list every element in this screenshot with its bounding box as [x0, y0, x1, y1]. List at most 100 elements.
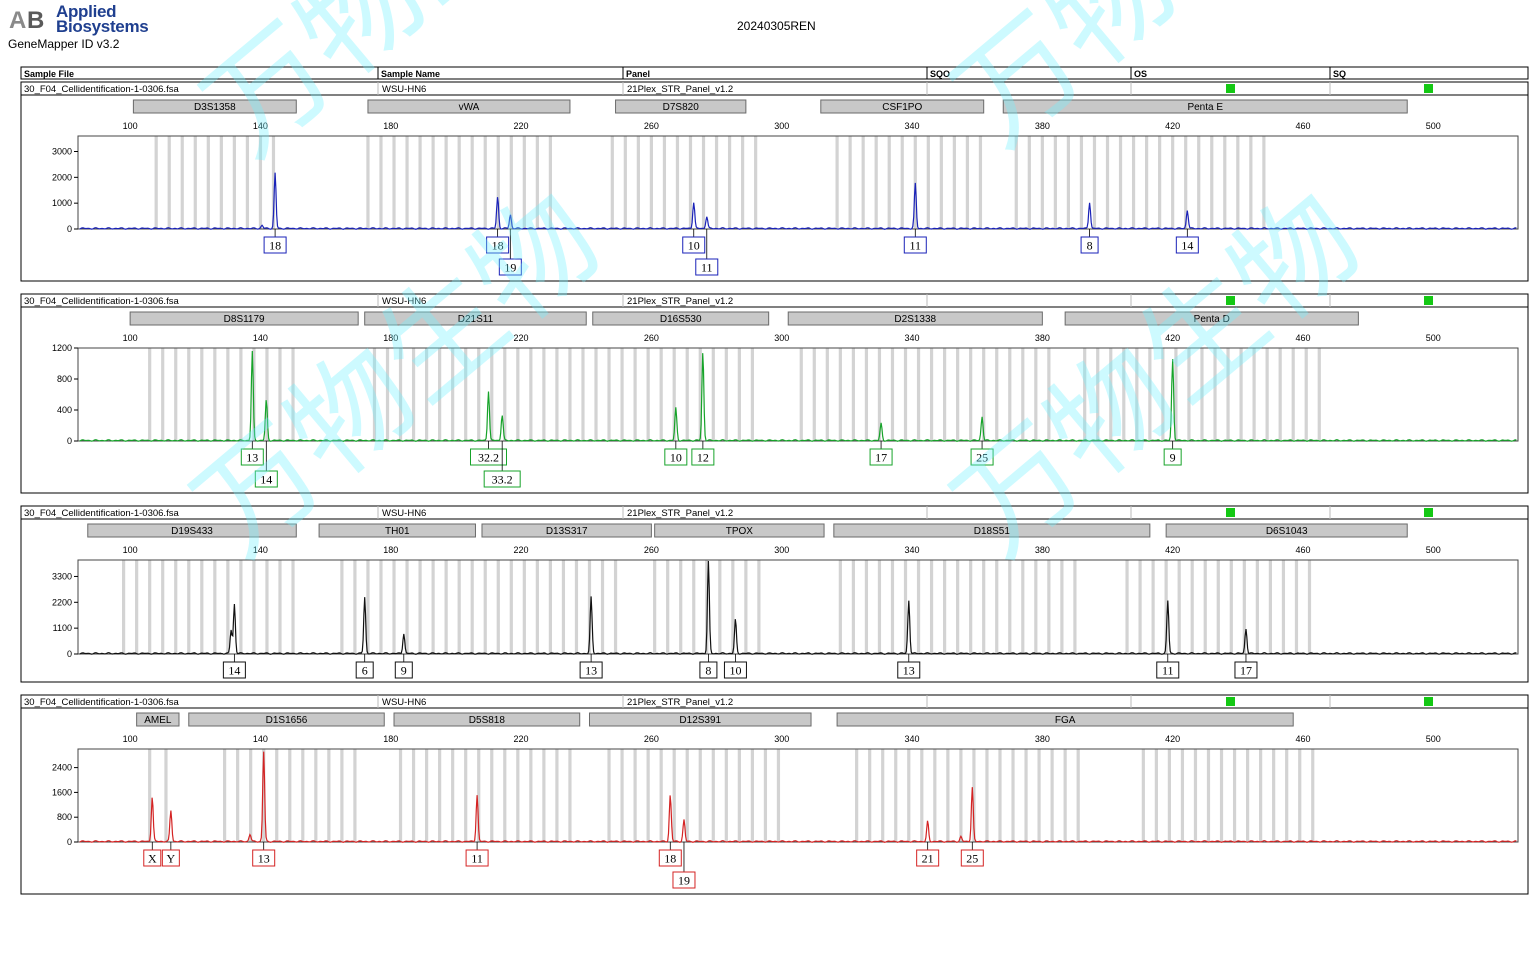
allele-call-box[interactable] [970, 448, 994, 466]
marker-bar[interactable] [129, 311, 359, 326]
allele-call-17[interactable]: 17 [869, 441, 893, 466]
marker-csf1po[interactable]: CSF1PO [820, 99, 985, 114]
marker-bar[interactable] [1064, 311, 1359, 326]
allele-call-box[interactable] [1156, 661, 1180, 679]
allele-call-12[interactable]: 12 [691, 441, 715, 466]
allele-call-19[interactable]: 19 [498, 229, 522, 276]
allele-call-box[interactable] [394, 661, 413, 679]
marker-d12s391[interactable]: D12S391 [588, 712, 812, 727]
allele-call-21[interactable]: 21 [916, 842, 940, 867]
allele-call-box[interactable] [355, 661, 374, 679]
allele-call-32.2[interactable]: 32.2 [469, 441, 507, 466]
marker-bar[interactable] [820, 99, 985, 114]
marker-d2s1338[interactable]: D2S1338 [787, 311, 1043, 326]
allele-call-box[interactable] [897, 661, 921, 679]
allele-call-box[interactable] [682, 236, 706, 254]
marker-d18s51[interactable]: D18S51 [833, 523, 1151, 538]
allele-call-box[interactable] [252, 849, 276, 867]
marker-bar[interactable] [615, 99, 747, 114]
allele-call-25[interactable]: 25 [960, 842, 984, 867]
marker-d3s1358[interactable]: D3S1358 [132, 99, 297, 114]
marker-d19s433[interactable]: D19S433 [87, 523, 297, 538]
allele-call-13[interactable]: 13 [240, 441, 264, 466]
allele-call-11[interactable]: 11 [903, 229, 927, 254]
marker-bar[interactable] [787, 311, 1043, 326]
marker-bar[interactable] [87, 523, 297, 538]
allele-call-box[interactable] [263, 236, 287, 254]
allele-call-box[interactable] [161, 849, 180, 867]
marker-bar[interactable] [654, 523, 825, 538]
marker-bar[interactable] [588, 712, 812, 727]
allele-call-10[interactable]: 10 [723, 654, 747, 679]
allele-call-18[interactable]: 18 [486, 229, 510, 254]
allele-call-8[interactable]: 8 [699, 654, 718, 679]
marker-bar[interactable] [481, 523, 652, 538]
allele-call-8[interactable]: 8 [1080, 229, 1099, 254]
marker-bar[interactable] [833, 523, 1151, 538]
allele-call-box[interactable] [1080, 236, 1099, 254]
marker-amel[interactable]: AMEL [136, 712, 180, 727]
allele-call-box[interactable] [695, 258, 719, 276]
marker-bar[interactable] [1002, 99, 1408, 114]
allele-call-box[interactable] [1163, 448, 1182, 466]
allele-call-box[interactable] [916, 849, 940, 867]
allele-call-25[interactable]: 25 [970, 441, 994, 466]
marker-d5s818[interactable]: D5S818 [393, 712, 581, 727]
allele-call-box[interactable] [483, 470, 521, 488]
allele-call-box[interactable] [869, 448, 893, 466]
marker-d13s317[interactable]: D13S317 [481, 523, 652, 538]
allele-call-box[interactable] [222, 661, 246, 679]
marker-fga[interactable]: FGA [836, 712, 1294, 727]
allele-call-box[interactable] [498, 258, 522, 276]
allele-call-11[interactable]: 11 [1156, 654, 1180, 679]
allele-call-19[interactable]: 19 [672, 842, 696, 889]
allele-call-18[interactable]: 18 [658, 842, 682, 867]
marker-bar[interactable] [1165, 523, 1408, 538]
allele-call-box[interactable] [723, 661, 747, 679]
allele-call-13[interactable]: 13 [252, 842, 276, 867]
allele-call-box[interactable] [672, 871, 696, 889]
marker-d1s1656[interactable]: D1S1656 [188, 712, 385, 727]
allele-call-box[interactable] [691, 448, 715, 466]
allele-call-box[interactable] [1175, 236, 1199, 254]
marker-bar[interactable] [188, 712, 385, 727]
allele-call-box[interactable] [579, 661, 603, 679]
allele-call-9[interactable]: 9 [1163, 441, 1182, 466]
marker-d16s530[interactable]: D16S530 [592, 311, 770, 326]
marker-penta-e[interactable]: Penta E [1002, 99, 1408, 114]
allele-call-box[interactable] [240, 448, 264, 466]
marker-d6s1043[interactable]: D6S1043 [1165, 523, 1408, 538]
allele-call-box[interactable] [469, 448, 507, 466]
allele-call-box[interactable] [903, 236, 927, 254]
allele-call-18[interactable]: 18 [263, 229, 287, 254]
marker-d8s1179[interactable]: D8S1179 [129, 311, 359, 326]
allele-call-17[interactable]: 17 [1234, 654, 1258, 679]
allele-call-11[interactable]: 11 [465, 842, 489, 867]
allele-call-14[interactable]: 14 [1175, 229, 1199, 254]
marker-tpox[interactable]: TPOX [654, 523, 825, 538]
allele-call-14[interactable]: 14 [222, 654, 246, 679]
marker-bar[interactable] [364, 311, 587, 326]
allele-call-box[interactable] [143, 849, 162, 867]
allele-call-13[interactable]: 13 [897, 654, 921, 679]
marker-bar[interactable] [836, 712, 1294, 727]
allele-call-33.2[interactable]: 33.2 [483, 441, 521, 488]
allele-call-box[interactable] [254, 470, 278, 488]
marker-penta-d[interactable]: Penta D [1064, 311, 1359, 326]
marker-bar[interactable] [318, 523, 476, 538]
marker-bar[interactable] [132, 99, 297, 114]
allele-call-X[interactable]: X [143, 842, 162, 867]
allele-call-10[interactable]: 10 [664, 441, 688, 466]
marker-d21s11[interactable]: D21S11 [364, 311, 587, 326]
marker-bar[interactable] [367, 99, 571, 114]
marker-th01[interactable]: TH01 [318, 523, 476, 538]
allele-call-13[interactable]: 13 [579, 654, 603, 679]
marker-bar[interactable] [592, 311, 770, 326]
allele-call-9[interactable]: 9 [394, 654, 413, 679]
marker-bar[interactable] [136, 712, 180, 727]
allele-call-box[interactable] [664, 448, 688, 466]
allele-call-14[interactable]: 14 [254, 441, 278, 488]
allele-call-11[interactable]: 11 [695, 229, 719, 276]
marker-vwa[interactable]: vWA [367, 99, 571, 114]
allele-call-10[interactable]: 10 [682, 229, 706, 254]
